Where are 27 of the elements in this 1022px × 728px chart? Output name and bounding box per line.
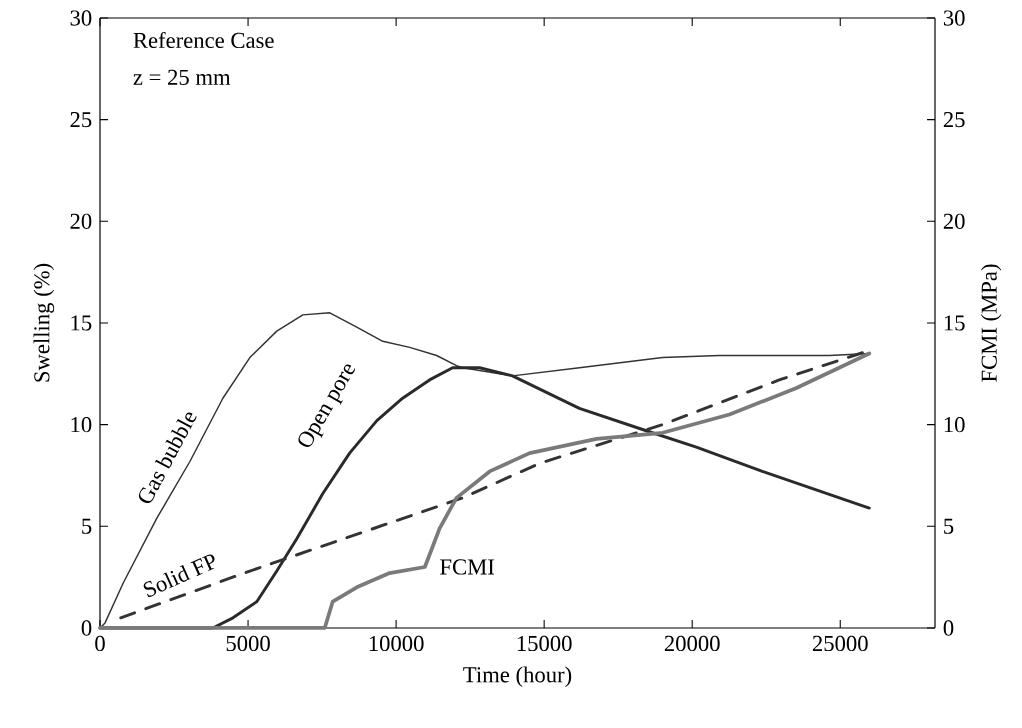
y2-axis-title: FCMI (MPa) — [980, 264, 1002, 382]
x-tick-label: 10000 — [369, 635, 424, 652]
y2-tick-label: 25 — [943, 112, 965, 128]
annotation: Reference Case — [133, 31, 274, 49]
y2-tick-label: 0 — [943, 620, 954, 636]
y2-tick-label: 5 — [944, 518, 954, 534]
y2-tick-label: 20 — [943, 213, 965, 229]
y2-tick-label: 30 — [943, 10, 965, 26]
y2-tick-label: 15 — [944, 315, 965, 331]
y-tick-label: 15 — [71, 315, 92, 331]
x-tick-label: 15000 — [517, 635, 572, 652]
y-tick-label: 5 — [82, 518, 92, 534]
x-tick-label: 20000 — [664, 635, 720, 652]
y-tick-label: 0 — [81, 620, 92, 636]
x-tick-label: 5000 — [226, 635, 270, 652]
x-tick-label: 0 — [95, 635, 105, 652]
text: Solid FP — [143, 554, 215, 598]
annotation: z = 25 mm — [133, 69, 231, 85]
y-tick-label: 10 — [71, 417, 92, 433]
y2-tick-label: 10 — [944, 417, 965, 433]
x-tick-label: 25000 — [812, 635, 868, 652]
y-tick-label: 20 — [70, 213, 92, 229]
series-label: FCMI — [440, 559, 495, 575]
x-axis-title: Time (hour) — [463, 666, 572, 688]
y-axis-title: Swelling (%) — [33, 263, 55, 382]
y-tick-label: 30 — [70, 10, 92, 26]
y-tick-label: 25 — [70, 112, 92, 128]
